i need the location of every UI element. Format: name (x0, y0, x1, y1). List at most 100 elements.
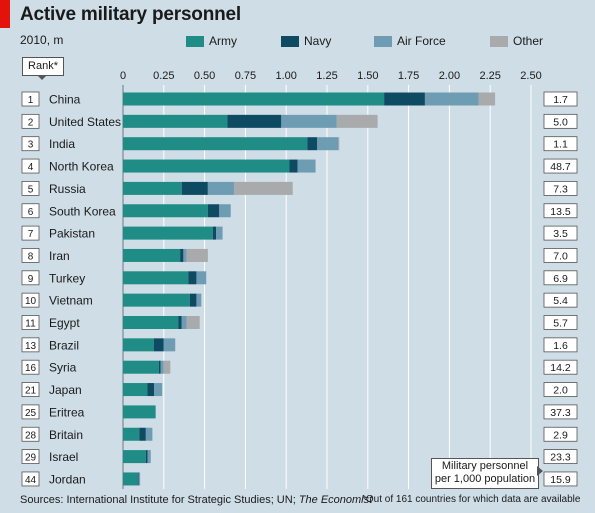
rank-value: 13 (25, 341, 37, 352)
rank-label-pointer (37, 75, 47, 80)
country-label: Israel (49, 450, 78, 464)
bar-segment-air-force (145, 427, 153, 441)
bar-segment-air-force (317, 137, 339, 151)
bar-segment-air-force (424, 92, 479, 106)
chart-subtitle: 2010, m (20, 33, 64, 47)
bar-segment-army (123, 137, 308, 151)
bar-segment-army (123, 472, 138, 486)
per-capita-box (543, 382, 578, 397)
country-label: Iran (49, 249, 70, 263)
bar-segment-army (123, 450, 146, 464)
per-capita-box (543, 113, 578, 129)
per-capita-value: 1.7 (553, 94, 568, 106)
per-capita-box (543, 337, 578, 353)
bar-segment-navy (181, 181, 208, 195)
country-label: Brazil (49, 338, 79, 352)
bar-segment-navy (307, 137, 318, 151)
per-capita-box (543, 471, 578, 487)
bar-segment-air-force (196, 271, 207, 285)
x-tick-label: 2.00 (439, 70, 460, 82)
per-capita-box (543, 315, 578, 330)
bar-segment-army (123, 204, 208, 218)
bar-segment-other (233, 181, 293, 195)
per-capita-box (543, 426, 578, 442)
per-capita-value: 5.4 (553, 295, 568, 307)
bar-segment-navy (139, 427, 146, 441)
per-capita-value: 23.3 (550, 452, 571, 464)
country-label: United States (49, 115, 121, 129)
bar-segment-navy (178, 316, 182, 329)
rank-value: 9 (28, 274, 34, 285)
legend-swatch-other (490, 35, 508, 47)
rank-box (21, 113, 40, 129)
legend-label-army: Army (209, 34, 237, 48)
bar-segment-air-force (138, 472, 141, 486)
per-capita-value: 13.5 (550, 206, 571, 218)
rank-box (21, 315, 40, 330)
country-label: Japan (49, 383, 82, 397)
legend-swatch-navy (281, 35, 299, 47)
rank-label-box: Rank* (22, 57, 64, 76)
per-capita-value: 5.7 (553, 318, 568, 330)
bar-segment-army (123, 248, 181, 262)
per-capita-value: 7.0 (553, 250, 568, 262)
bar-segment-other (186, 316, 200, 329)
bar-segment-navy (207, 204, 220, 218)
rank-box (21, 91, 40, 107)
rank-box (21, 136, 40, 152)
per-capita-value: 48.7 (550, 161, 571, 173)
rank-box (21, 449, 40, 465)
footer-sources-italic: The Economist (298, 494, 373, 506)
per-capita-box (543, 225, 578, 241)
title-accent-bar (0, 0, 10, 28)
rank-value: 7 (28, 229, 34, 240)
per-capita-value: 5.0 (553, 116, 568, 128)
rank-box (21, 158, 40, 174)
x-tick-label: 1.75 (398, 70, 419, 82)
rank-value: 28 (25, 430, 37, 441)
per-capita-value: 7.3 (553, 183, 568, 195)
rank-box (21, 382, 40, 397)
legend-swatch-army (186, 35, 204, 47)
per-capita-box (543, 449, 578, 465)
bar-segment-navy (212, 226, 217, 240)
country-label: Syria (49, 361, 77, 375)
legend-navy: Navy (281, 34, 331, 48)
rank-box (21, 404, 40, 420)
rank-box (21, 225, 40, 241)
country-label: North Korea (49, 160, 114, 174)
country-label: Egypt (49, 316, 80, 330)
rank-box (21, 203, 40, 219)
rank-value: 2 (28, 117, 34, 128)
bar-segment-navy (154, 338, 164, 352)
country-label: Vietnam (49, 294, 93, 308)
rank-box (21, 426, 40, 442)
per-capita-box (543, 359, 578, 375)
chart-title: Active military personnel (20, 4, 241, 25)
bar-segment-navy (189, 293, 197, 307)
footer-sources: Sources: International Institute for Str… (20, 494, 372, 506)
per-capita-value: 1.1 (553, 139, 568, 151)
rank-value: 5 (28, 184, 34, 195)
bar-segment-other (336, 114, 378, 128)
country-label: Pakistan (49, 227, 95, 241)
legend-label-air-force: Air Force (397, 34, 446, 48)
per-capita-value: 14.2 (550, 362, 571, 374)
x-tick-label: 1.50 (357, 70, 378, 82)
bar-segment-other (478, 92, 496, 106)
bar-segment-army (123, 427, 140, 441)
rank-value: 10 (25, 296, 37, 307)
rank-value: 44 (25, 475, 37, 486)
x-tick-label: 2.50 (520, 70, 541, 82)
rank-box (21, 337, 40, 353)
per-capita-value: 2.0 (553, 385, 568, 397)
country-label: Turkey (49, 271, 85, 285)
bar-segment-army (123, 226, 213, 240)
bar-segment-navy (137, 472, 139, 486)
per-capita-label-box: Military personnel per 1,000 population (431, 458, 539, 489)
bar-segment-other (163, 360, 171, 374)
bar-segment-navy (384, 92, 425, 106)
country-label: China (49, 93, 81, 107)
country-label: Britain (49, 428, 83, 442)
